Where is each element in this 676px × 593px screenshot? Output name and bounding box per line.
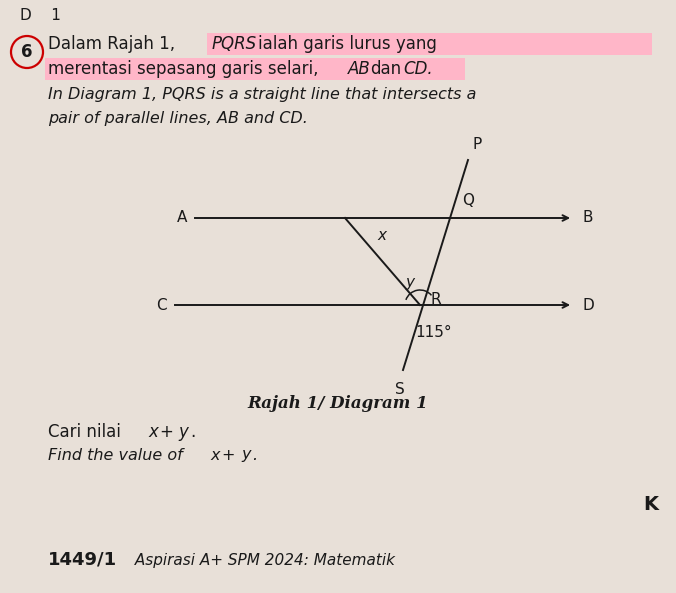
Text: S: S — [395, 382, 405, 397]
Text: .: . — [252, 448, 257, 463]
Text: A: A — [176, 211, 187, 225]
Text: .: . — [190, 423, 195, 441]
Text: y: y — [241, 448, 251, 463]
Text: CD.: CD. — [403, 60, 433, 78]
FancyBboxPatch shape — [45, 58, 465, 80]
Text: x: x — [377, 228, 387, 243]
Text: R: R — [430, 292, 441, 308]
Text: 115°: 115° — [415, 325, 452, 340]
Text: D    1: D 1 — [20, 8, 61, 23]
Text: pair of parallel lines, AB and CD.: pair of parallel lines, AB and CD. — [48, 110, 308, 126]
Text: Cari nilai: Cari nilai — [48, 423, 126, 441]
Text: Dalam Rajah 1,: Dalam Rajah 1, — [48, 35, 175, 53]
Text: Aspirasi A+ SPM 2024: Matematik: Aspirasi A+ SPM 2024: Matematik — [130, 553, 395, 568]
Text: AB: AB — [348, 60, 370, 78]
Text: Find the value of: Find the value of — [48, 448, 188, 463]
Text: +: + — [160, 423, 179, 441]
Text: Rajah 1/ Diagram 1: Rajah 1/ Diagram 1 — [247, 395, 429, 412]
Text: D: D — [583, 298, 595, 313]
Text: B: B — [583, 211, 594, 225]
Text: ialah garis lurus yang: ialah garis lurus yang — [258, 35, 437, 53]
Text: y: y — [178, 423, 188, 441]
Text: +: + — [222, 448, 241, 463]
Text: y: y — [406, 275, 414, 289]
Text: x: x — [148, 423, 158, 441]
Text: In Diagram 1, PQRS is a straight line that intersects a: In Diagram 1, PQRS is a straight line th… — [48, 88, 477, 103]
FancyBboxPatch shape — [207, 33, 652, 55]
Text: merentasi sepasang garis selari,: merentasi sepasang garis selari, — [48, 60, 318, 78]
Text: PQRS: PQRS — [212, 35, 257, 53]
Text: dan: dan — [370, 60, 401, 78]
Text: 6: 6 — [21, 43, 32, 61]
Text: 1449/1: 1449/1 — [48, 551, 117, 569]
Text: P: P — [473, 137, 482, 152]
Text: x: x — [210, 448, 220, 463]
Text: K: K — [643, 496, 658, 515]
Text: Q: Q — [462, 193, 474, 208]
Text: C: C — [156, 298, 167, 313]
